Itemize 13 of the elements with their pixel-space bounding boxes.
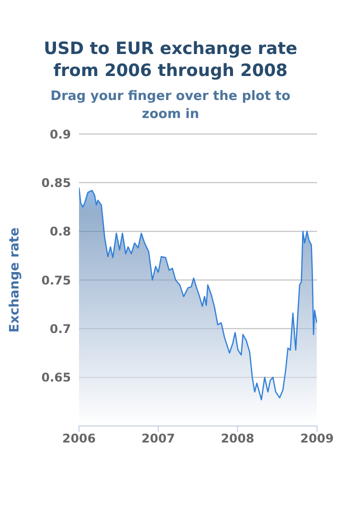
x-tick-label: 2009 bbox=[300, 432, 334, 446]
y-tick-label: 0.8 bbox=[50, 224, 71, 239]
x-tick-label: 2007 bbox=[142, 432, 175, 446]
x-tick-label: 2008 bbox=[220, 432, 254, 446]
y-axis-title: Exchange rate bbox=[8, 227, 23, 333]
y-tick-label: 0.75 bbox=[41, 273, 71, 288]
chart-title: USD to EUR exchange rate from 2006 through 2008 bbox=[42, 38, 298, 82]
y-tick-label: 0.65 bbox=[41, 370, 71, 385]
y-tick-label: 0.9 bbox=[50, 127, 71, 142]
x-tick-label: 2006 bbox=[62, 432, 96, 446]
y-tick-label: 0.7 bbox=[50, 322, 71, 336]
chart-subtitle: Drag your finger over the plot to zoom in bbox=[50, 88, 292, 124]
y-tick-label: 0.85 bbox=[41, 176, 71, 190]
